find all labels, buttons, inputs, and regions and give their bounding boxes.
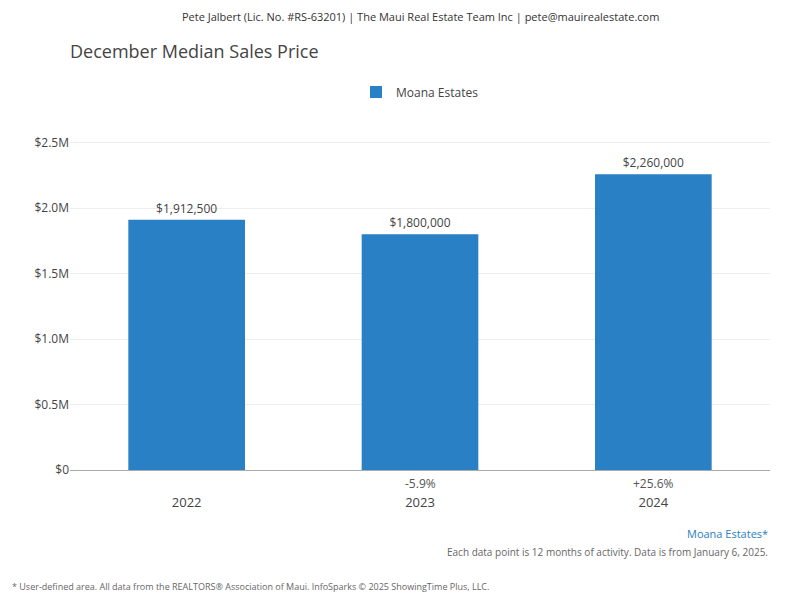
svg-text:$1.5M: $1.5M: [34, 265, 69, 282]
svg-text:2023: 2023: [405, 493, 435, 511]
svg-text:$2,260,000: $2,260,000: [623, 154, 684, 171]
svg-text:$1,912,500: $1,912,500: [156, 200, 217, 217]
svg-text:Moana Estates: Moana Estates: [396, 84, 478, 101]
svg-text:* User-defined area. All data: * User-defined area. All data from the R…: [12, 580, 489, 593]
svg-text:$1,800,000: $1,800,000: [389, 214, 450, 231]
svg-text:December Median Sales Price: December Median Sales Price: [70, 39, 319, 63]
svg-text:$2.0M: $2.0M: [34, 199, 69, 216]
svg-text:Moana Estates*: Moana Estates*: [687, 526, 768, 541]
svg-text:$2.5M: $2.5M: [34, 134, 69, 151]
svg-text:Pete Jalbert (Lic. No. #RS-632: Pete Jalbert (Lic. No. #RS-63201) | The …: [182, 9, 659, 24]
svg-text:$0.5M: $0.5M: [34, 396, 69, 413]
svg-text:2022: 2022: [172, 493, 202, 511]
svg-text:+25.6%: +25.6%: [633, 475, 674, 492]
svg-text:$1.0M: $1.0M: [34, 330, 69, 347]
svg-text:2024: 2024: [638, 493, 668, 511]
svg-text:$0: $0: [55, 461, 69, 478]
svg-text:-5.9%: -5.9%: [405, 475, 436, 492]
svg-text:Each data point is 12 months o: Each data point is 12 months of activity…: [447, 545, 768, 559]
